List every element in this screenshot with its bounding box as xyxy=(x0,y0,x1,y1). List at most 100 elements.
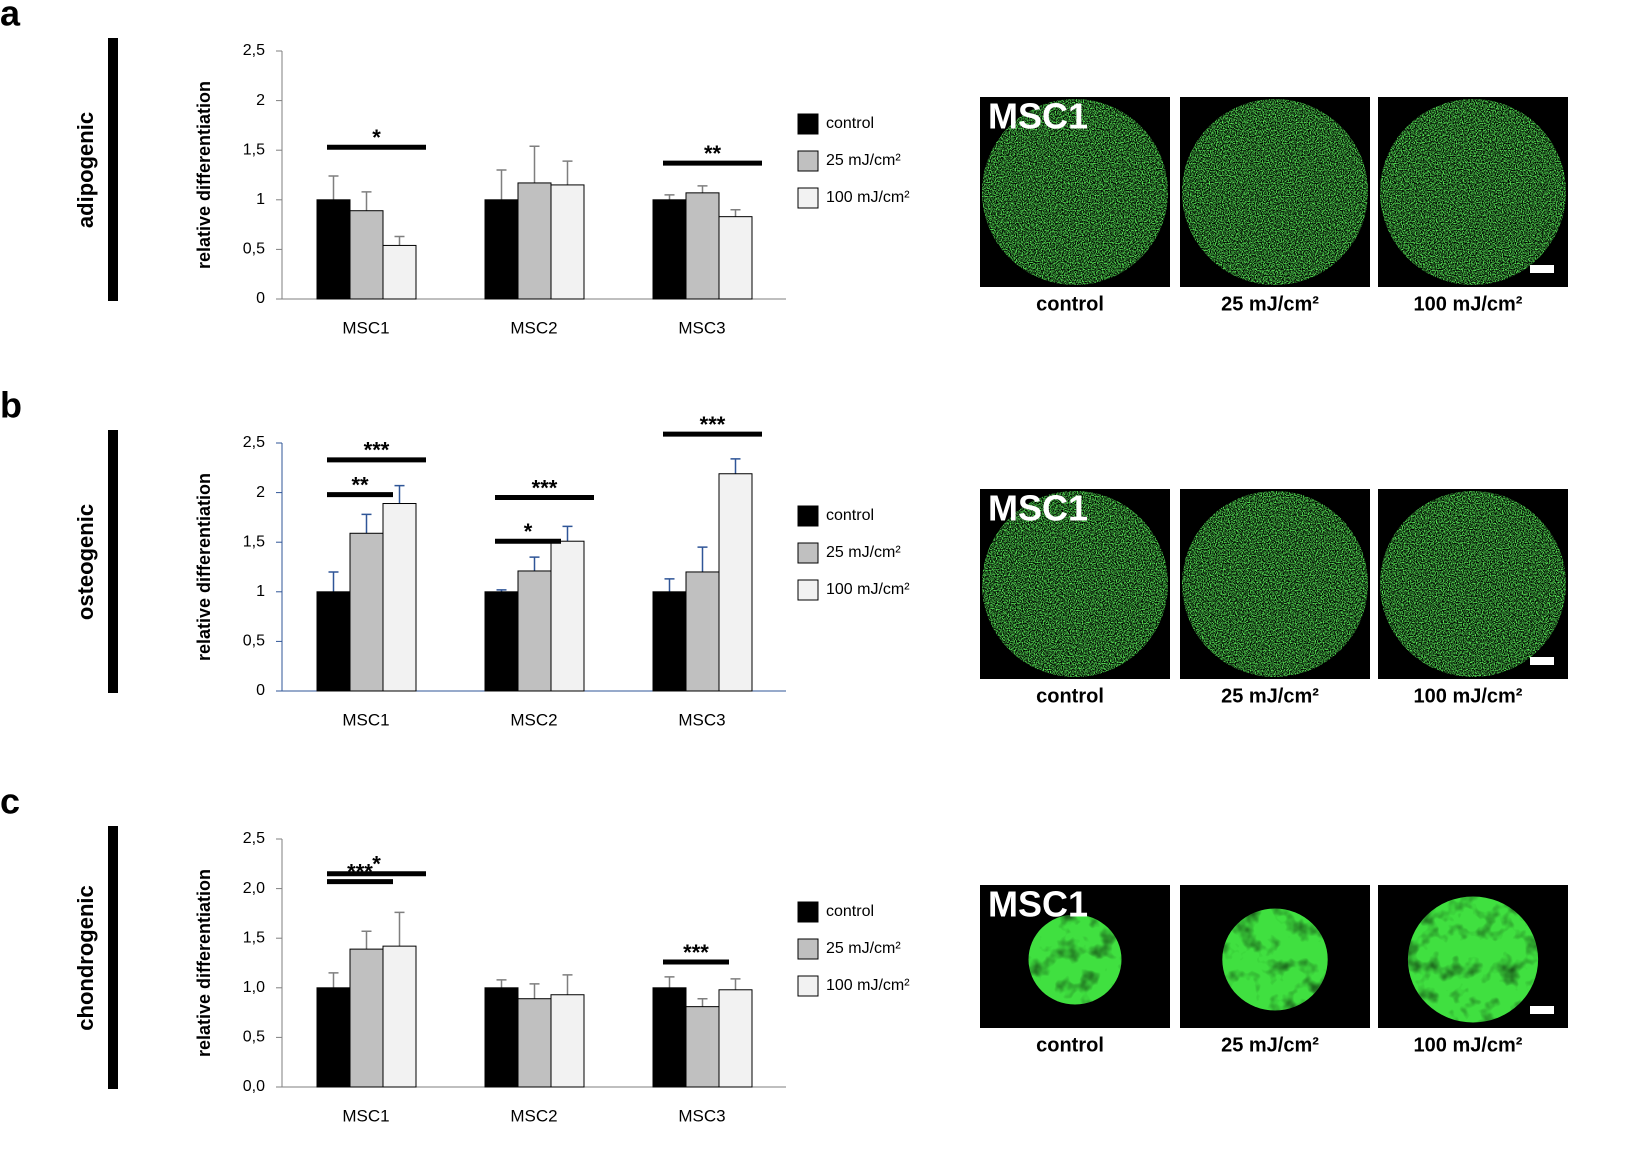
y-tick-label: 2,0 xyxy=(243,880,265,897)
panel-letter: b xyxy=(0,385,22,426)
section-label: osteogenic xyxy=(73,504,98,620)
error-bar xyxy=(697,185,708,193)
legend-label: control xyxy=(826,115,874,132)
legend-swatch xyxy=(797,187,819,209)
y-axis-title: relative differentiation xyxy=(194,81,214,269)
error-bar xyxy=(394,484,405,504)
legend-swatch xyxy=(797,505,819,527)
y-axis-title: relative differentiation xyxy=(194,869,214,1057)
bar xyxy=(517,998,552,1088)
error-bar xyxy=(361,930,372,950)
error-bar xyxy=(361,513,372,534)
error-bar xyxy=(496,169,507,200)
bar xyxy=(550,540,585,692)
error-bar xyxy=(730,978,741,990)
y-tick-label: 1,0 xyxy=(243,979,265,996)
error-bar xyxy=(361,191,372,211)
x-tick-label: MSC3 xyxy=(678,710,725,729)
significance-label: * xyxy=(524,519,533,544)
legend-label: 25 mJ/cm² xyxy=(826,152,901,169)
error-bar xyxy=(529,145,540,183)
bar xyxy=(349,948,384,1088)
error-bar xyxy=(562,160,573,185)
x-tick-label: MSC2 xyxy=(510,318,557,337)
x-tick-label: MSC1 xyxy=(342,710,389,729)
bar xyxy=(718,216,753,300)
bar xyxy=(652,591,687,692)
legend-swatch xyxy=(797,901,819,923)
y-tick-label: 0,5 xyxy=(243,633,265,650)
significance-label: ** xyxy=(351,472,369,497)
legend-label: 100 mJ/cm² xyxy=(826,189,910,206)
image-caption: 25 mJ/cm² xyxy=(1221,1034,1319,1056)
y-tick-label: 2 xyxy=(256,484,265,501)
y-tick-label: 1,5 xyxy=(243,141,265,158)
bar xyxy=(316,987,351,1088)
section-bar xyxy=(108,38,118,301)
legend-label: 100 mJ/cm² xyxy=(826,977,910,994)
error-bar xyxy=(394,235,405,246)
error-bar xyxy=(664,578,675,592)
bar xyxy=(652,987,687,1088)
error-bar xyxy=(730,458,741,474)
y-axis-title: relative differentiation xyxy=(194,473,214,661)
error-bar xyxy=(697,546,708,572)
x-tick-label: MSC3 xyxy=(678,1106,725,1125)
bar xyxy=(484,591,519,692)
legend-label: control xyxy=(826,507,874,524)
legend-swatch xyxy=(797,975,819,997)
y-tick-label: 0,5 xyxy=(243,241,265,258)
bar xyxy=(382,503,417,692)
x-tick-label: MSC2 xyxy=(510,710,557,729)
bar xyxy=(349,532,384,692)
bar xyxy=(652,199,687,300)
y-tick-label: 2,5 xyxy=(243,434,265,451)
error-bar xyxy=(328,571,339,592)
significance-label: *** xyxy=(700,412,726,437)
legend-swatch xyxy=(797,579,819,601)
section-bar xyxy=(108,430,118,693)
x-tick-label: MSC3 xyxy=(678,318,725,337)
bar xyxy=(382,244,417,300)
bar xyxy=(685,571,720,692)
error-bar xyxy=(529,556,540,571)
bar xyxy=(382,945,417,1088)
bar xyxy=(550,184,585,300)
y-tick-label: 1 xyxy=(256,191,265,208)
error-bar xyxy=(328,972,339,988)
section-label: chondrogenic xyxy=(73,885,98,1030)
well-stain xyxy=(1182,99,1368,285)
bar xyxy=(685,192,720,300)
scale-bar xyxy=(1530,1006,1554,1014)
image-caption: 100 mJ/cm² xyxy=(1414,1034,1523,1056)
error-bar xyxy=(328,175,339,200)
pellet-stain xyxy=(1407,896,1539,1023)
error-bar xyxy=(664,194,675,200)
legend-label: 25 mJ/cm² xyxy=(826,940,901,957)
image-caption: control xyxy=(1036,1034,1104,1056)
legend-label: control xyxy=(826,903,874,920)
error-bar xyxy=(562,974,573,995)
pellet-stain xyxy=(1028,914,1122,1005)
bar xyxy=(550,994,585,1088)
y-tick-label: 2,5 xyxy=(243,42,265,59)
bar xyxy=(718,473,753,692)
scale-bar xyxy=(1530,657,1554,665)
legend-swatch xyxy=(797,542,819,564)
error-bar xyxy=(496,979,507,988)
bar xyxy=(316,199,351,300)
significance-label: *** xyxy=(364,438,390,463)
bar xyxy=(517,182,552,300)
image-caption: 100 mJ/cm² xyxy=(1414,685,1523,707)
well-stain xyxy=(982,99,1168,285)
bar xyxy=(484,199,519,300)
bar xyxy=(349,210,384,300)
legend-label: 100 mJ/cm² xyxy=(826,581,910,598)
panel-letter: c xyxy=(0,781,20,822)
pellet-stain xyxy=(1222,908,1328,1011)
y-tick-label: 1,5 xyxy=(243,929,265,946)
image-caption: 25 mJ/cm² xyxy=(1221,685,1319,707)
significance-label: *** xyxy=(347,859,373,884)
